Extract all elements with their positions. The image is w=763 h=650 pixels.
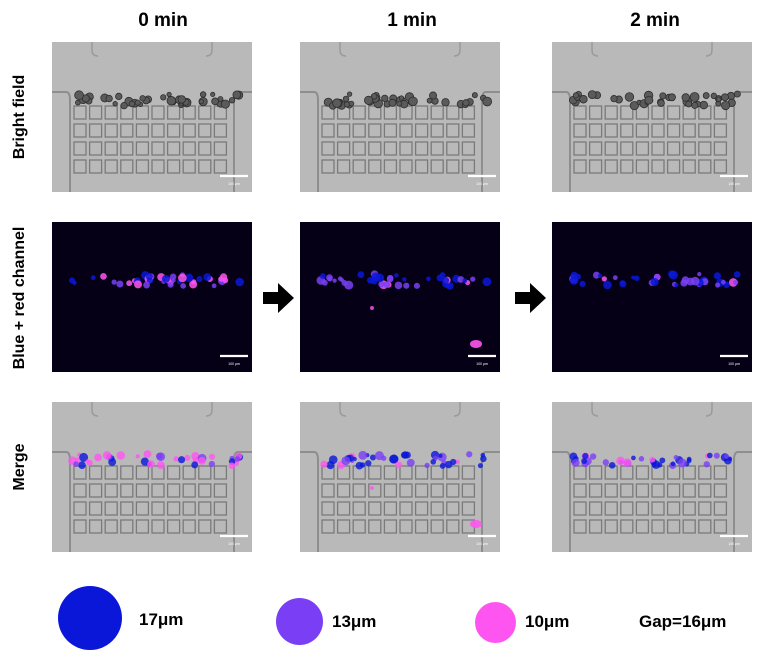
micrograph-image: 100 μm <box>552 222 752 372</box>
legend-circle-17um <box>58 586 122 650</box>
row-label-blue-red-channel: Blue + red channel <box>11 226 28 370</box>
panel-fluorescence-2min: 100 μm <box>552 222 752 372</box>
micrograph-image: 100 μm <box>300 222 500 372</box>
legend-label-10um: 10μm <box>525 612 570 631</box>
panel-merge-0min: 100 μm <box>52 402 252 552</box>
panel-fluorescence-1min: 100 μm <box>300 222 500 372</box>
scale-bar-label: 100 μm <box>476 362 488 366</box>
panel-merge-2min: 100 μm <box>552 402 752 552</box>
right-arrow-icon <box>515 283 546 313</box>
micrograph-image: 100 μm <box>552 402 752 552</box>
column-title-0min: 0 min <box>138 10 188 31</box>
legend-gap-label: Gap=16μm <box>639 612 727 631</box>
micrograph-image: 100 μm <box>52 42 252 192</box>
right-arrow-icon <box>263 283 294 313</box>
panel-brightfield-1min: 100 μm <box>300 42 500 192</box>
scale-bar-label: 100 μm <box>728 182 740 186</box>
row-label-bright-field: Bright field <box>11 74 28 160</box>
legend-circle-13um <box>276 598 323 645</box>
micrograph-image: 100 μm <box>52 402 252 552</box>
scale-bar-label: 100 μm <box>228 362 240 366</box>
legend-label-13um: 13μm <box>332 612 377 631</box>
column-title-2min: 2 min <box>630 10 680 31</box>
scale-bar-label: 100 μm <box>476 182 488 186</box>
scale-bar-label: 100 μm <box>728 362 740 366</box>
panel-fluorescence-0min: 100 μm <box>52 222 252 372</box>
legend-circle-10um <box>475 602 516 643</box>
panel-brightfield-0min: 100 μm <box>52 42 252 192</box>
scale-bar-label: 100 μm <box>476 542 488 546</box>
panel-merge-1min: 100 μm <box>300 402 500 552</box>
micrograph-image: 100 μm <box>300 42 500 192</box>
row-label-merge: Merge <box>11 443 28 491</box>
panel-brightfield-2min: 100 μm <box>552 42 752 192</box>
scale-bar-label: 100 μm <box>728 542 740 546</box>
scale-bar-label: 100 μm <box>228 182 240 186</box>
scale-bar-label: 100 μm <box>228 542 240 546</box>
legend-label-17um: 17μm <box>139 610 184 629</box>
micrograph-image: 100 μm <box>552 42 752 192</box>
micrograph-image: 100 μm <box>300 402 500 552</box>
column-title-1min: 1 min <box>387 10 437 31</box>
micrograph-image: 100 μm <box>52 222 252 372</box>
